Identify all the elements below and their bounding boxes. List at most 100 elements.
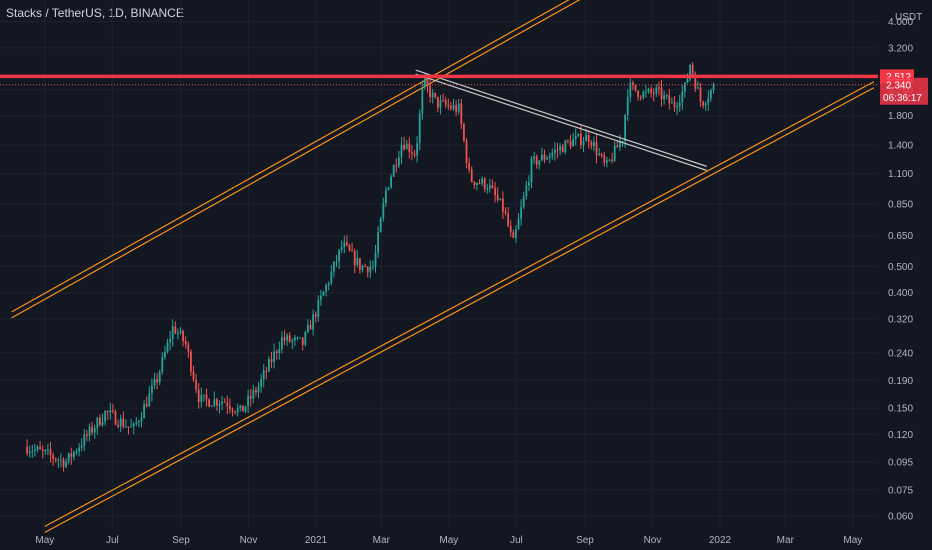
candle-body-143 [398,157,400,166]
candle-body-181 [496,195,499,200]
candle-body-9 [49,449,52,456]
candle-body-106 [301,337,304,345]
candle-body-156 [431,92,434,98]
candle-body-91 [262,370,265,380]
candle-body-183 [502,198,504,212]
candle-body-53 [164,351,166,357]
candle-body-16 [67,453,70,462]
candles [26,62,715,472]
candle-body-252 [681,91,684,103]
channel-upper-line-1[interactable] [11,0,585,313]
candle-body-56 [171,326,174,340]
candle-body-42 [135,422,138,424]
candle-body-33 [112,410,114,412]
candle-body-256 [691,64,694,75]
candle-body-11 [54,458,57,461]
candle-body-102 [291,340,294,342]
candle-body-3 [34,449,36,452]
time-tick-4: 2021 [305,535,328,546]
candle-body-219 [595,142,598,155]
candle-body-46 [145,404,148,407]
trendlines [0,69,878,171]
candle-body-224 [608,159,611,161]
candle-body-70 [208,399,211,407]
candle-body-39 [127,426,130,428]
channel-lower-line-1[interactable] [44,81,875,527]
candle-body-104 [296,337,299,339]
candle-body-194 [530,158,533,183]
candle-body-69 [205,394,208,400]
price-tick-12: 0.240 [888,348,913,359]
candle-body-177 [486,188,489,190]
candle-body-229 [621,141,624,143]
candle-body-171 [470,169,473,182]
candle-body-174 [478,183,481,185]
candle-body-204 [556,149,559,151]
candle-body-184 [504,211,507,214]
candle-body-176 [483,178,486,189]
candle-body-228 [619,141,621,148]
candle-body-74 [218,403,221,406]
candle-body-191 [522,196,525,208]
descending-trendline-1[interactable] [415,69,707,167]
candle-body-101 [288,335,291,342]
resistance-badge-value: 2.512 [886,72,911,83]
price-tick-17: 0.075 [888,485,913,496]
last-price-badge [880,77,928,105]
candle-body-87 [252,390,255,399]
candle-body-232 [629,82,632,97]
candle-body-245 [663,95,666,100]
candle-body-202 [551,152,554,157]
candle-body-23 [86,434,88,436]
candle-body-222 [603,155,606,163]
channel-upper-line-2[interactable] [11,0,585,319]
candle-body-158 [437,96,439,108]
candle-body-152 [421,87,424,114]
candle-body-124 [348,244,351,251]
candle-body-80 [234,411,237,413]
candle-body-150 [416,143,419,156]
candle-body-29 [101,421,104,425]
candle-body-4 [36,446,39,450]
chart-title: Stacks / TetherUS, 1D, BINANCE [6,6,184,20]
candle-body-26 [93,428,96,433]
candle-body-22 [83,434,86,446]
descending-trendline-2[interactable] [415,73,707,171]
candle-body-0 [26,446,29,454]
time-tick-2: Sep [172,535,190,546]
price-tick-0: 5.000 [888,0,913,2]
candle-body-190 [520,207,523,219]
candle-body-147 [408,143,411,153]
candle-body-262 [707,98,710,104]
candle-body-221 [600,153,603,156]
price-tick-9: 0.500 [888,262,913,273]
candle-body-145 [403,144,406,150]
candle-body-60 [182,330,185,341]
candle-body-66 [197,389,200,402]
candle-body-261 [704,103,707,106]
channel-lines [11,0,875,533]
candle-body-135 [377,232,380,253]
candle-body-227 [616,145,619,148]
candle-body-199 [543,154,546,160]
grid [0,0,878,528]
candle-body-241 [652,92,655,94]
candle-body-166 [457,103,460,112]
candle-body-96 [275,351,278,354]
candle-body-59 [179,330,182,334]
candle-body-55 [169,339,172,343]
candle-body-34 [114,411,117,425]
candle-body-238 [645,91,647,93]
candle-body-231 [626,96,629,116]
candle-body-52 [161,356,164,372]
candle-body-32 [109,410,112,413]
candle-body-250 [676,106,679,108]
candle-body-253 [684,82,686,92]
candle-body-153 [424,78,426,88]
candle-body-216 [587,135,590,143]
candle-body-236 [639,96,642,98]
candle-body-71 [210,405,213,407]
channel-lower-line-2[interactable] [44,87,875,533]
candle-body-68 [203,394,205,396]
